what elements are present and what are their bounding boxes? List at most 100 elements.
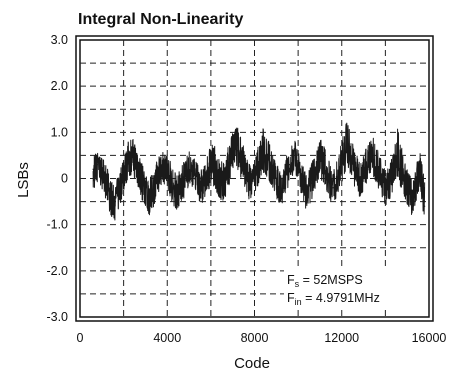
x-tick-label: 12000 [324, 331, 359, 345]
annotation-fs-value: = 52MSPS [299, 273, 363, 287]
inl-data-point [188, 168, 190, 170]
y-tick-label: 3.0 [51, 33, 68, 47]
inl-data-point [393, 168, 395, 170]
inl-data-point [179, 187, 181, 189]
inl-data-point [384, 187, 386, 189]
inl-data-point [266, 159, 269, 161]
inl-data-point [245, 173, 247, 175]
inl-data-point [284, 177, 286, 180]
inl-data-point [380, 177, 382, 180]
inl-data-point [271, 168, 273, 170]
inl-data-point [358, 177, 360, 180]
inl-data-point [332, 187, 334, 189]
inl-data-point [205, 177, 208, 180]
plot-outer-frame [75, 35, 434, 322]
inl-data-point [201, 187, 203, 189]
annotation-fs-subscript: s [295, 279, 300, 289]
inl-data-point [258, 164, 260, 166]
inl-data-point [319, 159, 321, 161]
y-tick-label: -1.0 [46, 218, 68, 232]
inl-data-point [354, 168, 356, 170]
inl-data-point [349, 154, 352, 157]
inl-data-point [280, 187, 282, 189]
inl-data-point [171, 182, 173, 184]
inl-data-point [419, 168, 421, 170]
inl-data-point [92, 168, 94, 170]
x-tick-label: 16000 [412, 331, 447, 345]
inl-data-point [118, 191, 120, 193]
inl-data-point [157, 173, 160, 175]
inl-data-point [328, 177, 330, 180]
inl-data-point [345, 150, 347, 152]
inl-data-point [371, 154, 373, 157]
inl-data-point [240, 159, 243, 161]
inl-data-point [323, 164, 325, 166]
inl-data-point [306, 191, 308, 193]
x-axis-label: Code [234, 355, 270, 372]
inl-data-point [376, 164, 378, 166]
inl-data-point [249, 182, 251, 184]
inl-data-point [410, 196, 413, 198]
inl-data-point [101, 168, 103, 170]
x-tick-label: 8000 [241, 331, 269, 345]
inl-data-point [232, 154, 234, 157]
inl-data-point [192, 173, 195, 175]
inl-data-point [149, 196, 151, 198]
inl-data-point [153, 187, 155, 189]
inl-data-point [402, 173, 404, 175]
inl-data-point [114, 205, 116, 207]
y-tick-label: 2.0 [51, 79, 68, 93]
inl-data-point [223, 182, 225, 184]
inl-data-point [367, 159, 369, 161]
inl-data-point [236, 150, 238, 152]
y-tick-label: -3.0 [46, 310, 68, 324]
y-axis-label: LSBs [15, 162, 32, 198]
inl-data-point [131, 154, 133, 157]
inl-data-point [288, 164, 290, 166]
inl-data-point [140, 177, 142, 180]
inl-data-point [175, 191, 177, 193]
y-tick-label: -2.0 [46, 264, 68, 278]
inl-data-point [214, 168, 216, 170]
inl-data-point [275, 182, 277, 184]
chart-title: Integral Non-Linearity [78, 11, 243, 28]
inl-data-point [210, 164, 212, 166]
inl-data-point [166, 168, 168, 170]
inl-data-point [253, 177, 256, 180]
annotation-fin-value: = 4.9791MHz [302, 291, 380, 305]
inl-data-point [301, 182, 304, 184]
inl-data-point [162, 164, 164, 166]
y-tick-labels: 3.0 2.0 1.0 0 -1.0 -2.0 -3.0 [46, 33, 68, 324]
annotation-fin-symbol: F [287, 291, 295, 305]
inl-data-point [406, 187, 408, 189]
inl-data-point [397, 164, 400, 166]
inl-data-point [293, 159, 295, 161]
inl-data-point [227, 168, 229, 170]
inl-data-point [184, 177, 186, 180]
inl-data-point [136, 164, 138, 166]
inl-data-point [197, 182, 199, 184]
x-tick-label: 4000 [153, 331, 181, 345]
inl-data-point [310, 182, 312, 184]
annotation-background [284, 266, 426, 306]
y-tick-label: 0 [61, 172, 68, 186]
inl-data-point [336, 177, 338, 180]
inl-data-point [415, 187, 417, 189]
inl-data-point [314, 168, 317, 170]
annotation-fs: Fs = 52MSPS [287, 273, 363, 289]
inl-data-point [341, 164, 343, 166]
annotation-fs-symbol: F [287, 273, 295, 287]
inl-data-point [362, 173, 365, 175]
inl-data-point [105, 182, 107, 184]
inl-data-point [297, 168, 299, 170]
inl-data-point [262, 154, 264, 157]
inl-data-point [127, 159, 129, 161]
inl-data-point [424, 205, 426, 207]
inl-data-point [389, 182, 391, 184]
annotation-fin: Fin = 4.9791MHz [287, 291, 380, 307]
inl-data-point [219, 182, 221, 184]
x-tick-labels: 0 4000 8000 12000 16000 [77, 331, 447, 345]
annotation-fin-subscript: in [295, 297, 302, 307]
x-tick-label: 0 [77, 331, 84, 345]
